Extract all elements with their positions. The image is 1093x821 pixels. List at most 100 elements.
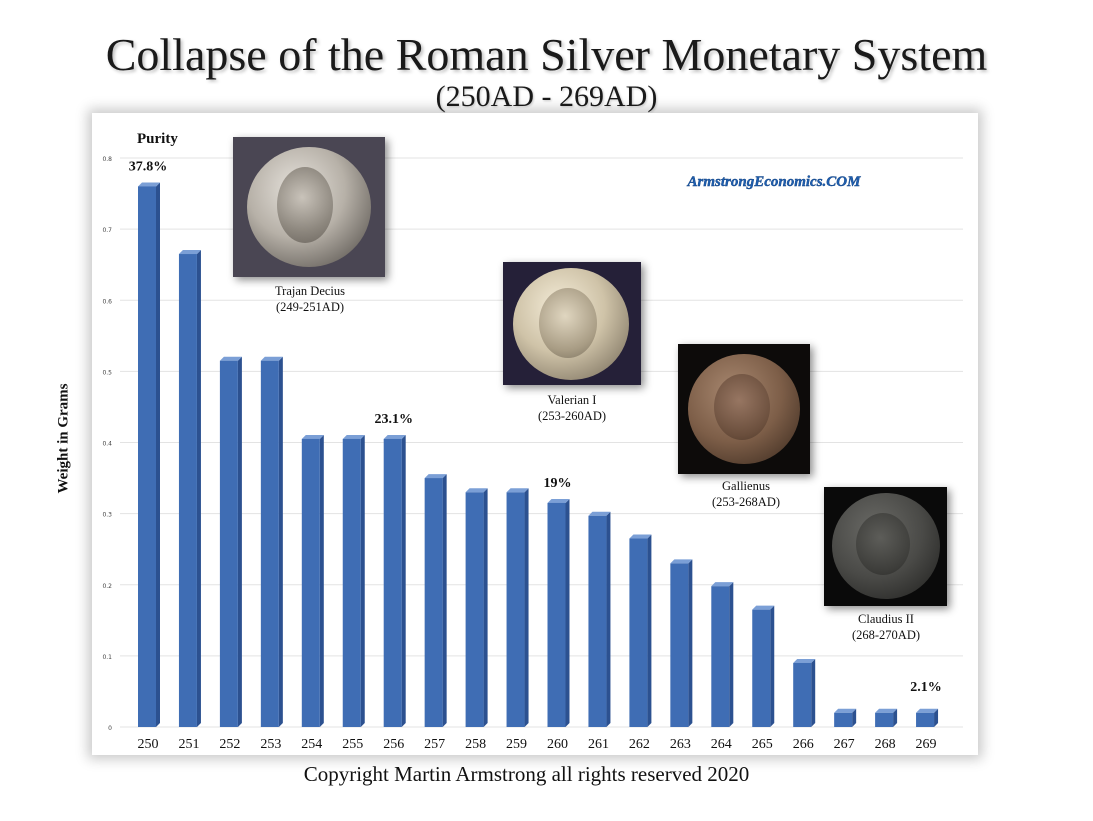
y-tick-labels: 0 0.1 0.2 0.3 0.4 0.5 0.6 0.7 0.8 xyxy=(102,156,112,732)
y-tick-label: 0.8 xyxy=(102,156,112,163)
bar-top xyxy=(424,474,447,479)
bar-top xyxy=(629,534,652,539)
x-tick-label: 261 xyxy=(588,737,609,752)
chart-title: Collapse of the Roman Silver Monetary Sy… xyxy=(105,29,988,80)
bar-side xyxy=(360,434,365,727)
bar-263 xyxy=(670,559,693,727)
bar-front xyxy=(506,492,525,727)
bar-front xyxy=(342,438,361,727)
x-tick-label: 255 xyxy=(342,737,363,752)
x-tick-label: 258 xyxy=(465,737,486,752)
trajan-decius-coin-icon xyxy=(233,137,385,277)
trajan-decius-caption: Trajan Decius (249-251AD) xyxy=(274,284,345,314)
bar-front xyxy=(875,712,894,727)
y-tick-label: 0 xyxy=(108,725,112,732)
bar-265 xyxy=(752,605,775,727)
bar-side xyxy=(524,488,529,727)
claudius-coin-icon xyxy=(824,487,947,606)
bar-267 xyxy=(834,708,857,727)
x-tick-label: 269 xyxy=(916,737,937,752)
watermark-text: ArmstrongEconomics.COM xyxy=(687,174,862,190)
gallienus-caption: Gallienus (253-268AD) xyxy=(711,479,781,509)
bar-top xyxy=(793,658,816,663)
bar-side xyxy=(811,658,816,727)
bar-front xyxy=(793,662,812,727)
bar-254 xyxy=(301,434,324,727)
bar-260 xyxy=(547,498,570,727)
x-tick-label: 253 xyxy=(260,737,281,752)
bar-front xyxy=(629,538,648,727)
bar-top xyxy=(138,182,160,187)
x-tick-label: 267 xyxy=(834,737,855,752)
x-tick-label: 257 xyxy=(424,737,445,752)
y-tick-label: 0.7 xyxy=(102,227,112,234)
bar-side xyxy=(196,250,201,728)
x-tick-label: 265 xyxy=(752,737,773,752)
bar-top xyxy=(506,488,529,493)
bar-side xyxy=(319,434,324,727)
bar-front xyxy=(260,360,279,727)
y-axis-label: Weight in Grams xyxy=(55,383,72,494)
bar-top xyxy=(670,559,693,564)
bar-top xyxy=(547,498,570,503)
purity-annotation: 19% xyxy=(544,476,572,491)
bar-front xyxy=(670,563,689,727)
bar-front xyxy=(711,586,730,727)
bar-266 xyxy=(793,658,816,727)
x-tick-label: 251 xyxy=(178,737,199,752)
bar-top xyxy=(711,582,734,587)
bar-side xyxy=(688,559,693,727)
bar-top xyxy=(219,356,242,361)
bar-side xyxy=(156,182,160,727)
claudius-caption: Claudius II (268-270AD) xyxy=(851,612,921,642)
bar-269 xyxy=(916,708,939,727)
x-tick-label: 259 xyxy=(506,737,527,752)
bar-side xyxy=(565,498,570,727)
bar-front xyxy=(588,515,607,727)
bar-264 xyxy=(711,582,734,727)
bar-top xyxy=(588,511,611,516)
bar-259 xyxy=(506,488,529,727)
bar-top xyxy=(301,434,324,439)
bar-side xyxy=(237,356,242,727)
bar-side xyxy=(852,708,857,727)
bar-top xyxy=(342,434,365,439)
bar-top xyxy=(383,434,406,439)
bar-front xyxy=(219,360,238,727)
bar-top xyxy=(916,708,939,713)
bar-257 xyxy=(424,474,447,727)
x-tick-label: 260 xyxy=(547,737,568,752)
copyright-text: Copyright Martin Armstrong all rights re… xyxy=(303,762,750,786)
bar-front xyxy=(465,492,484,727)
bar-262 xyxy=(629,534,652,727)
bar-side xyxy=(278,356,283,727)
y-tick-label: 0.3 xyxy=(102,512,112,519)
bar-250 xyxy=(138,182,160,727)
bar-253 xyxy=(260,356,283,727)
bar-side xyxy=(729,582,734,727)
bar-258 xyxy=(465,488,488,727)
x-tick-label: 256 xyxy=(383,737,404,752)
bar-front xyxy=(383,438,402,727)
bar-top xyxy=(875,708,898,713)
bar-front xyxy=(424,478,443,727)
y-tick-label: 0.5 xyxy=(102,369,112,376)
y-tick-label: 0.2 xyxy=(102,583,112,590)
gallienus-coin-icon xyxy=(678,344,810,474)
bars xyxy=(138,182,939,728)
bar-261 xyxy=(588,511,611,727)
y-tick-label: 0.4 xyxy=(102,441,112,448)
x-tick-label: 266 xyxy=(793,737,814,752)
bar-side xyxy=(401,434,406,727)
bar-top xyxy=(178,250,201,255)
bar-front xyxy=(752,609,771,727)
y-tick-label: 0.1 xyxy=(102,654,112,661)
bar-side xyxy=(934,708,939,727)
bar-256 xyxy=(383,434,406,727)
bar-side xyxy=(483,488,488,727)
x-tick-labels: 250 251 252 253 254 255 256 257 258 259 260 261 262 2… xyxy=(138,737,937,752)
bar-front xyxy=(916,712,935,727)
bar-front xyxy=(301,438,320,727)
bar-268 xyxy=(875,708,898,727)
